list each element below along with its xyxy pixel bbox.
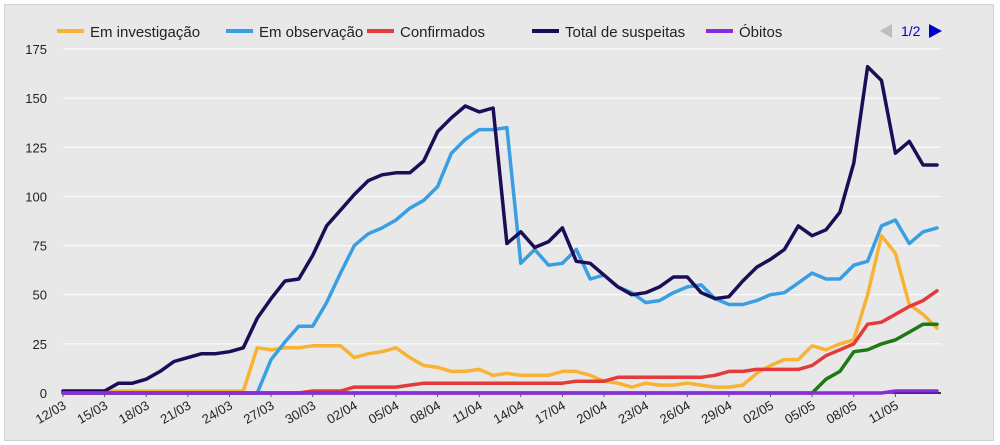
legend-swatch: [57, 29, 84, 33]
x-tick-label: 29/04: [699, 398, 735, 427]
gridlines: [63, 48, 941, 345]
y-tick-label: 75: [33, 239, 47, 254]
series-line-confirmados: [61, 289, 939, 395]
y-axis: 0 25 50 75 100 125 150 175: [25, 42, 47, 401]
x-tick-label: 17/04: [532, 398, 568, 427]
y-tick-label: 150: [25, 91, 47, 106]
legend-item-total-de-suspeitas[interactable]: Total de suspeitas: [532, 24, 685, 41]
legend-pager: 1/2: [880, 23, 942, 39]
legend-swatch: [226, 29, 253, 33]
x-axis: 12/03 15/03 18/03 21/03 24/03 27/03 30/03 02/04…: [33, 392, 941, 427]
legend-item-em-investigacao[interactable]: Em investigação: [57, 24, 200, 41]
legend-label: Em observação: [259, 24, 363, 41]
series-line-em-investigacao: [61, 233, 939, 393]
series-lines: [61, 64, 939, 395]
x-tick-label: 08/04: [407, 398, 443, 427]
legend-swatch: [532, 29, 559, 33]
legend-swatch: [367, 29, 394, 33]
pager-prev-icon[interactable]: [880, 24, 892, 38]
series-line-total-de-suspeitas: [61, 64, 939, 393]
x-tick-label: 15/03: [74, 398, 110, 427]
legend-item-em-observacao[interactable]: Em observação: [226, 24, 363, 41]
legend-item-obitos[interactable]: Óbitos: [706, 24, 782, 41]
x-tick-label: 14/04: [491, 398, 527, 427]
x-tick-label: 26/04: [657, 398, 693, 427]
pager-label: 1/2: [901, 23, 921, 39]
pager-next-icon[interactable]: [929, 24, 942, 38]
series-line-obitos: [61, 389, 939, 395]
x-tick-label: 05/04: [366, 398, 402, 427]
x-tick-label: 11/04: [450, 398, 485, 427]
legend-swatch: [706, 29, 733, 33]
line-chart: 0 25 50 75 100 125 150 175 12/03 15/03 18/03 21/03…: [25, 23, 942, 427]
legend-item-confirmados[interactable]: Confirmados: [367, 24, 485, 41]
x-tick-label: 18/03: [116, 398, 152, 427]
x-tick-label: 02/04: [324, 398, 360, 427]
x-tick-label: 24/03: [199, 398, 235, 427]
y-tick-label: 25: [33, 337, 47, 352]
x-tick-label: 30/03: [283, 398, 319, 427]
x-tick-label: 02/05: [740, 398, 776, 427]
legend-label: Total de suspeitas: [565, 24, 685, 41]
legend-label: Óbitos: [739, 24, 782, 41]
x-tick-label: 12/03: [33, 398, 69, 427]
x-tick-label: 23/04: [615, 398, 651, 427]
y-tick-label: 125: [25, 140, 47, 155]
y-tick-label: 50: [33, 288, 47, 303]
y-tick-label: 0: [40, 386, 47, 401]
x-tick-label: 05/05: [782, 398, 818, 427]
x-tick-label: 27/03: [241, 398, 277, 427]
legend-label: Confirmados: [400, 24, 485, 41]
x-tick-label: 20/04: [574, 398, 610, 427]
y-tick-label: 100: [25, 189, 47, 204]
y-tick-label: 175: [25, 42, 47, 57]
legend: Em investigação Em observação Confirmados T…: [57, 24, 782, 41]
legend-label: Em investigação: [90, 24, 200, 41]
x-tick-label: 11/05: [866, 398, 901, 427]
x-tick-label: 21/03: [158, 398, 194, 427]
x-tick-label: 08/05: [824, 398, 860, 427]
chart-frame: 0 25 50 75 100 125 150 175 12/03 15/03 18/03 21/03…: [4, 4, 994, 441]
